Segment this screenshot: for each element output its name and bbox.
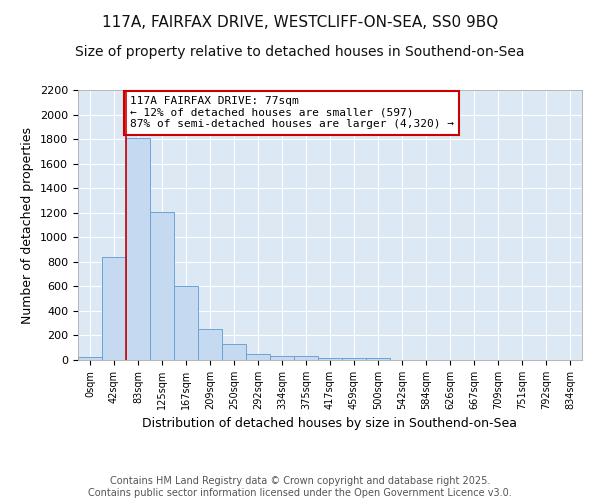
Bar xyxy=(246,354,270,360)
Bar xyxy=(342,358,366,360)
Bar xyxy=(198,328,222,360)
Bar xyxy=(174,286,198,360)
Text: 117A FAIRFAX DRIVE: 77sqm
← 12% of detached houses are smaller (597)
87% of semi: 117A FAIRFAX DRIVE: 77sqm ← 12% of detac… xyxy=(130,96,454,130)
Bar xyxy=(366,358,390,360)
X-axis label: Distribution of detached houses by size in Southend-on-Sea: Distribution of detached houses by size … xyxy=(143,418,517,430)
Bar xyxy=(222,344,246,360)
Bar xyxy=(270,356,294,360)
Text: 117A, FAIRFAX DRIVE, WESTCLIFF-ON-SEA, SS0 9BQ: 117A, FAIRFAX DRIVE, WESTCLIFF-ON-SEA, S… xyxy=(102,15,498,30)
Bar xyxy=(126,138,150,360)
Y-axis label: Number of detached properties: Number of detached properties xyxy=(22,126,34,324)
Text: Size of property relative to detached houses in Southend-on-Sea: Size of property relative to detached ho… xyxy=(75,45,525,59)
Bar xyxy=(78,357,102,360)
Bar xyxy=(150,212,174,360)
Text: Contains HM Land Registry data © Crown copyright and database right 2025.
Contai: Contains HM Land Registry data © Crown c… xyxy=(88,476,512,498)
Bar xyxy=(102,257,126,360)
Bar xyxy=(294,356,318,360)
Bar xyxy=(318,358,342,360)
